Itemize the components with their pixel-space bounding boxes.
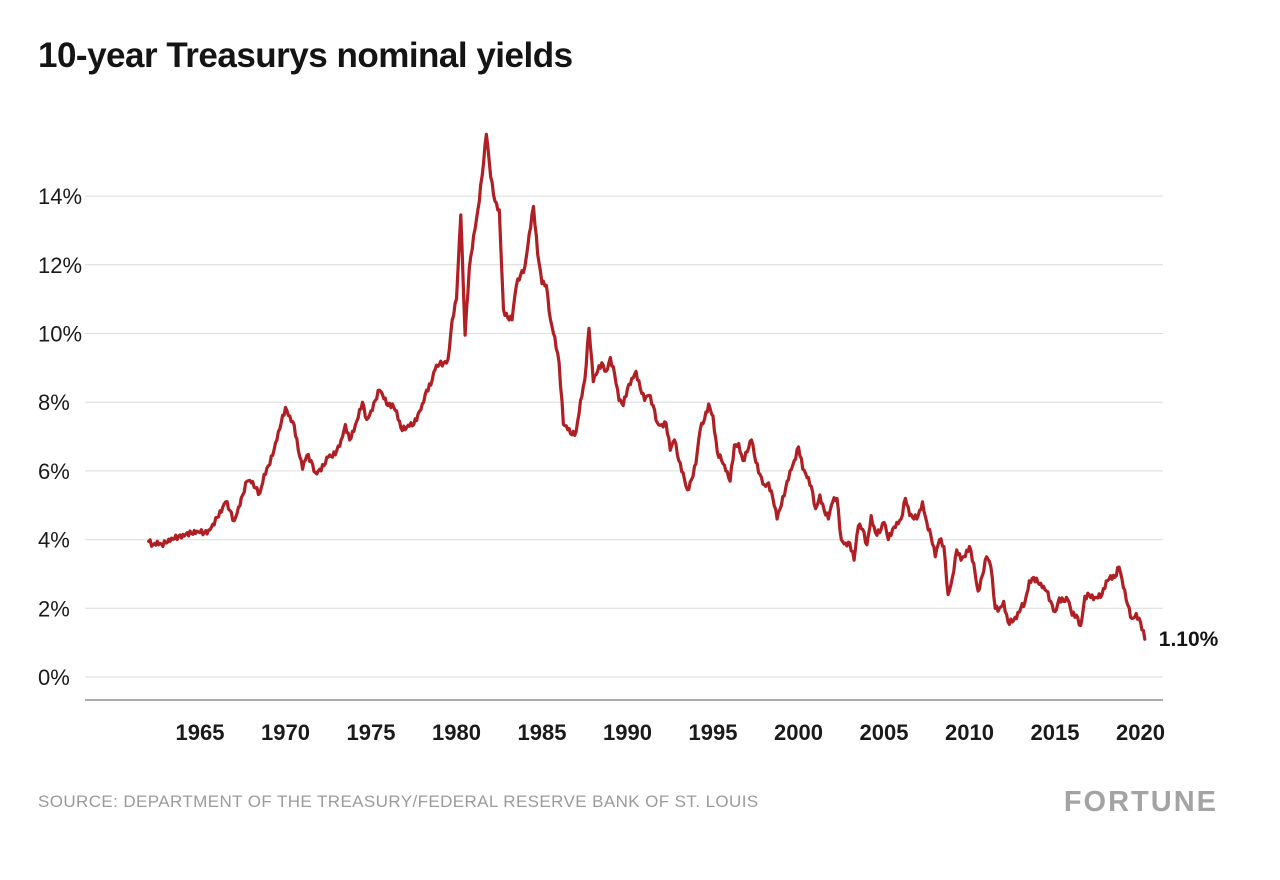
y-tick-label: 14% bbox=[38, 184, 82, 209]
x-tick-label: 2005 bbox=[860, 720, 909, 745]
x-tick-label: 1975 bbox=[347, 720, 396, 745]
y-tick-label: 4% bbox=[38, 528, 70, 553]
latest-value-label: 1.10% bbox=[1158, 628, 1219, 652]
x-tick-label: 2015 bbox=[1031, 720, 1080, 745]
chart-title: 10-year Treasurys nominal yields bbox=[38, 36, 573, 75]
x-tick-label: 2020 bbox=[1116, 720, 1165, 745]
y-tick-label: 10% bbox=[38, 322, 82, 347]
x-tick-label: 1965 bbox=[176, 720, 225, 745]
yield-line-chart: 0% 2% 4% 6% 8% 10% 12% 14% 1965 1970 1975 1980 1985 1… bbox=[38, 132, 1165, 745]
x-tick-label: 1980 bbox=[432, 720, 481, 745]
x-tick-label: 2010 bbox=[945, 720, 994, 745]
y-tick-label: 8% bbox=[38, 390, 70, 415]
x-tick-label: 1985 bbox=[518, 720, 567, 745]
y-tick-label: 0% bbox=[38, 665, 70, 690]
fortune-logo: FORTUNE bbox=[1063, 786, 1218, 818]
y-tick-label: 12% bbox=[38, 253, 82, 278]
x-tick-label: 1990 bbox=[603, 720, 652, 745]
y-tick-label: 2% bbox=[38, 596, 70, 621]
source-note: SOURCE: DEPARTMENT OF THE TREASURY/FEDER… bbox=[38, 792, 759, 811]
x-tick-label: 1995 bbox=[689, 720, 738, 745]
x-tick-label: 1970 bbox=[261, 720, 310, 745]
y-tick-label: 6% bbox=[38, 459, 70, 484]
yield-line bbox=[147, 132, 1147, 641]
x-tick-label: 2000 bbox=[774, 720, 823, 745]
